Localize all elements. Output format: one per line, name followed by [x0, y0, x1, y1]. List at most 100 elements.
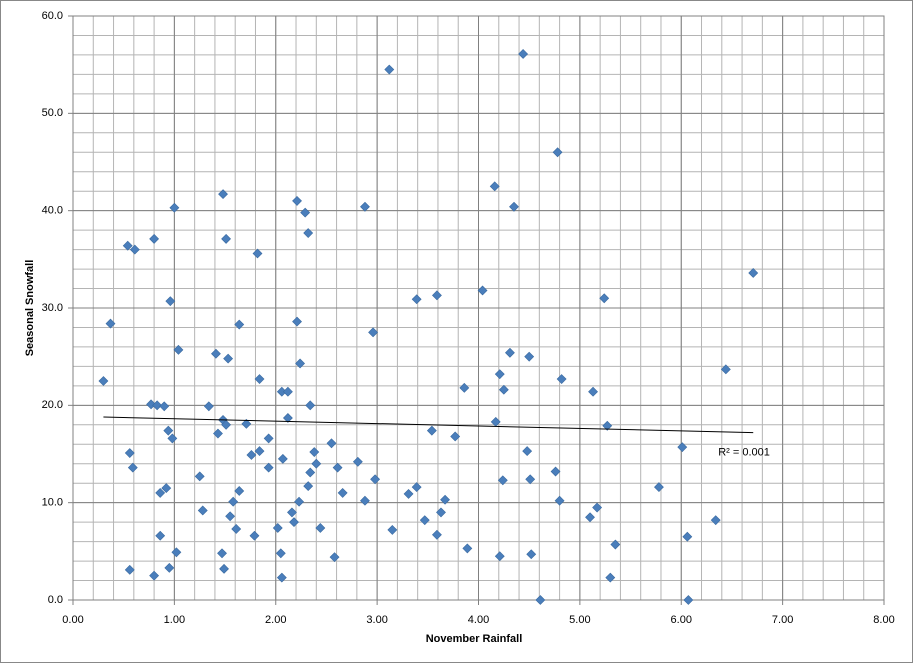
point [173, 344, 184, 355]
point [122, 240, 133, 251]
point [272, 523, 283, 533]
point [294, 496, 304, 507]
point [234, 486, 245, 496]
point [311, 458, 322, 469]
y-tick-label: 30.0 [42, 302, 63, 314]
x-tick-label: 5.00 [569, 614, 590, 626]
point [535, 595, 546, 605]
point [360, 201, 370, 212]
plot-area-border [72, 15, 885, 601]
point [554, 495, 565, 506]
point [213, 428, 223, 439]
point [440, 494, 450, 505]
point [105, 318, 116, 329]
point [149, 570, 160, 581]
trendline-label: R² = 0.001 [718, 446, 770, 458]
point [436, 507, 446, 518]
point [234, 319, 245, 330]
point [462, 543, 473, 554]
point [605, 572, 616, 583]
y-tick-label: 50.0 [42, 107, 63, 119]
y-tick-label: 0.0 [48, 594, 63, 606]
point [217, 548, 227, 559]
point [432, 290, 442, 301]
point [682, 531, 693, 542]
point [450, 431, 461, 442]
point [552, 147, 563, 158]
point [525, 474, 536, 485]
point [254, 446, 265, 457]
point [329, 552, 340, 563]
point [748, 268, 759, 278]
point [241, 418, 252, 429]
x-tick-label: 7.00 [772, 614, 793, 626]
point [149, 233, 160, 244]
point [197, 505, 208, 516]
x-tick-label: 2.00 [265, 614, 286, 626]
point [276, 572, 287, 583]
point [384, 64, 395, 75]
point [602, 420, 613, 431]
point [292, 196, 302, 206]
y-axis-title: Seasonal Snowfall [24, 260, 36, 357]
point [221, 233, 232, 244]
x-tick-label: 4.00 [468, 614, 489, 626]
point [164, 562, 175, 573]
point [305, 467, 316, 478]
point [249, 530, 260, 541]
point [277, 453, 288, 464]
point [282, 386, 293, 397]
y-tick-label: 10.0 [42, 497, 63, 509]
point [494, 369, 505, 380]
x-tick-label: 1.00 [164, 614, 185, 626]
point [155, 488, 166, 498]
point [159, 401, 170, 412]
point [526, 549, 537, 560]
point [303, 481, 314, 492]
point [426, 425, 437, 436]
point [411, 294, 422, 305]
point [303, 228, 314, 238]
point [231, 524, 242, 534]
point [252, 248, 263, 259]
point [221, 419, 232, 430]
point [677, 442, 688, 453]
point [588, 386, 598, 397]
point [489, 181, 500, 192]
point [211, 348, 221, 359]
point [403, 488, 414, 499]
point [494, 551, 505, 562]
point [275, 548, 286, 559]
point [710, 515, 721, 526]
point [326, 438, 337, 449]
point [127, 462, 138, 473]
point [203, 401, 214, 412]
point [169, 202, 180, 213]
point [592, 502, 603, 513]
point [387, 524, 398, 535]
point [315, 523, 326, 533]
x-tick-label: 6.00 [671, 614, 692, 626]
point [505, 347, 515, 358]
point [289, 517, 299, 528]
point [610, 539, 621, 550]
y-tick-label: 40.0 [42, 205, 63, 217]
point [287, 507, 297, 518]
point [254, 374, 265, 384]
point [165, 296, 176, 307]
point [518, 49, 529, 59]
point [522, 446, 533, 457]
point [556, 374, 567, 384]
point [194, 471, 205, 482]
point [720, 364, 731, 375]
point [98, 376, 109, 386]
point [246, 450, 257, 460]
point [411, 482, 422, 493]
point [360, 495, 370, 506]
point [498, 384, 509, 395]
x-tick-label: 3.00 [366, 614, 387, 626]
point [432, 529, 442, 540]
point [585, 512, 595, 523]
